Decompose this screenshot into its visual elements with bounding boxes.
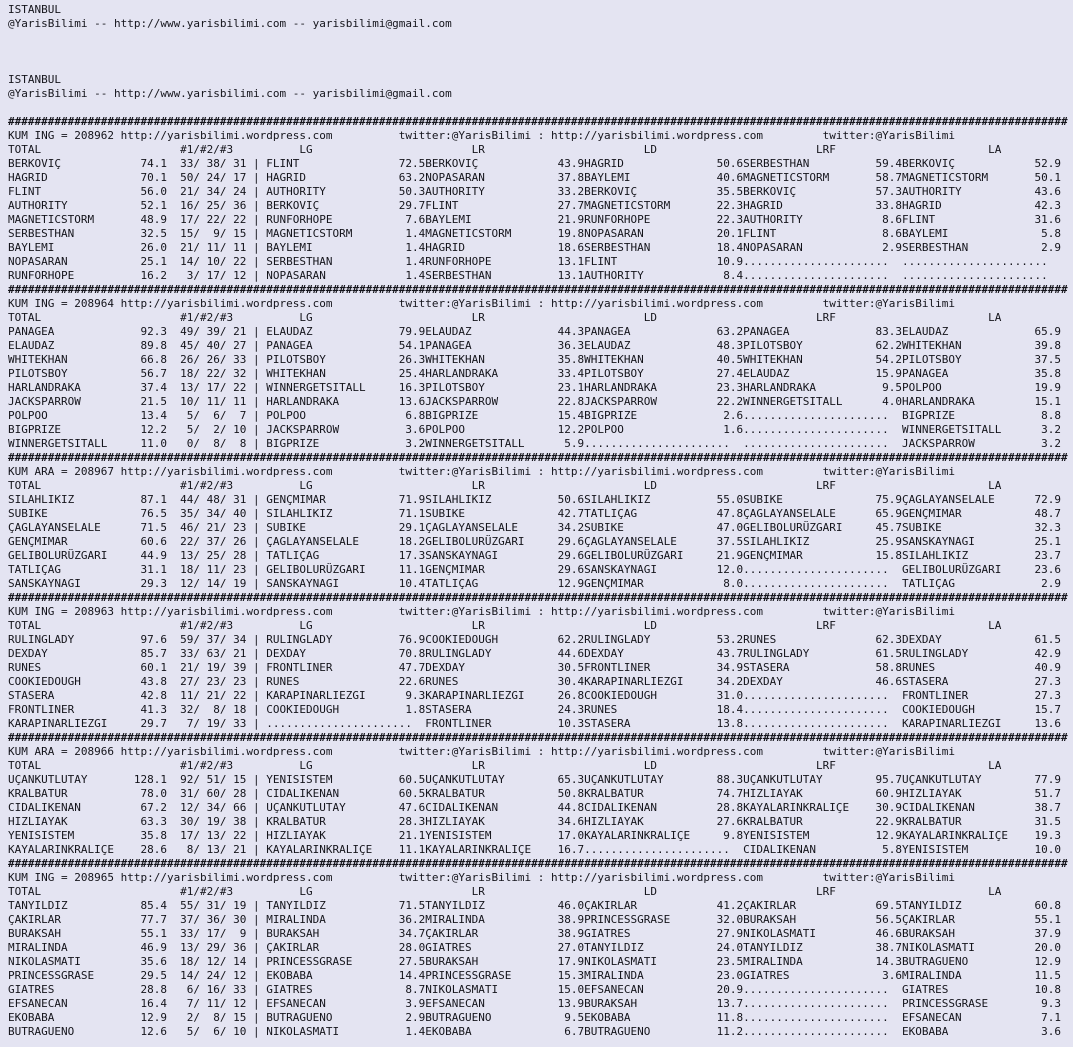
table-row: ELAUDAZ 89.8 45/ 40/ 27 | PANAGEA 54.1PA…	[8, 339, 1061, 352]
table-row: SERBESTHAN 32.5 15/ 9/ 15 | MAGNETICSTOR…	[8, 227, 1061, 240]
table-row: DEXDAY 85.7 33/ 63/ 21 | DEXDAY 70.8RULI…	[8, 647, 1061, 660]
table-row: BIGPRIZE 12.2 5/ 2/ 10 | JACKSPARROW 3.6…	[8, 423, 1061, 436]
section-header-line: KUM ING = 208963 http://yarisbilimi.word…	[8, 605, 956, 618]
separator-line: ########################################…	[8, 731, 1068, 744]
separator-line: ########################################…	[8, 451, 1068, 464]
table-row: KARAPINARLIEZGI 29.7 7/ 19/ 33 | .......…	[8, 717, 1061, 730]
table-row: ÇAKIRLAR 77.7 37/ 36/ 30 | MIRALINDA 36.…	[8, 913, 1061, 926]
table-row: NOPASARAN 25.1 14/ 10/ 22 | SERBESTHAN 1…	[8, 255, 1061, 268]
contact-line: @YarisBilimi -- http://www.yarisbilimi.c…	[8, 87, 452, 100]
column-header-line: TOTAL #1/#2/#3 LG LR LD LRF LA	[8, 479, 1068, 492]
section-header-line: KUM ARA = 208967 http://yarisbilimi.word…	[8, 465, 956, 478]
blank-line	[8, 45, 1073, 59]
separator-line: ########################################…	[8, 857, 1068, 870]
column-header-line: TOTAL #1/#2/#3 LG LR LD LRF LA	[8, 759, 1068, 772]
table-row: TATLIÇAG 31.1 18/ 11/ 23 | GELIBOLURÜZGA…	[8, 563, 1061, 576]
table-row: BURAKSAH 55.1 33/ 17/ 9 | BURAKSAH 34.7Ç…	[8, 927, 1061, 940]
table-row: PRINCESSGRASE 29.5 14/ 24/ 12 | EKOBABA …	[8, 969, 1061, 982]
table-row: PILOTSBOY 56.7 18/ 22/ 32 | WHITEKHAN 25…	[8, 367, 1061, 380]
table-row: BUTRAGUENO 12.6 5/ 6/ 10 | NIKOLASMATI 1…	[8, 1025, 1061, 1038]
separator-line: ########################################…	[8, 115, 1068, 128]
table-row: KRALBATUR 78.0 31/ 60/ 28 | CIDALIKENAN …	[8, 787, 1061, 800]
blank-line	[8, 59, 1073, 73]
table-row: FRONTLINER 41.3 32/ 8/ 18 | COOKIEDOUGH …	[8, 703, 1061, 716]
table-row: RUNES 60.1 21/ 19/ 39 | FRONTLINER 47.7D…	[8, 661, 1061, 674]
table-row: COOKIEDOUGH 43.8 27/ 23/ 23 | RUNES 22.6…	[8, 675, 1061, 688]
column-header-line: TOTAL #1/#2/#3 LG LR LD LRF LA	[8, 885, 1068, 898]
table-row: EFSANECAN 16.4 7/ 11/ 12 | EFSANECAN 3.9…	[8, 997, 1061, 1010]
blank-line	[8, 31, 1073, 45]
table-row: SUBIKE 76.5 35/ 34/ 40 | SILAHLIKIZ 71.1…	[8, 507, 1061, 520]
table-row: GENÇMIMAR 60.6 22/ 37/ 26 | ÇAGLAYANSELA…	[8, 535, 1061, 548]
table-row: MIRALINDA 46.9 13/ 29/ 36 | ÇAKIRLAR 28.…	[8, 941, 1061, 954]
table-row: WHITEKHAN 66.8 26/ 26/ 33 | PILOTSBOY 26…	[8, 353, 1061, 366]
column-header-line: TOTAL #1/#2/#3 LG LR LD LRF LA	[8, 619, 1068, 632]
report-sections: ########################################…	[8, 115, 1073, 1039]
table-row: GIATRES 28.8 6/ 16/ 33 | GIATRES 8.7NIKO…	[8, 983, 1061, 996]
table-row: TANYILDIZ 85.4 55/ 31/ 19 | TANYILDIZ 71…	[8, 899, 1061, 912]
table-row: BAYLEMI 26.0 21/ 11/ 11 | BAYLEMI 1.4HAG…	[8, 241, 1061, 254]
section-header-line: KUM ING = 208965 http://yarisbilimi.word…	[8, 871, 956, 884]
column-header-line: TOTAL #1/#2/#3 LG LR LD LRF LA	[8, 143, 1068, 156]
table-row: ÇAGLAYANSELALE 71.5 46/ 21/ 23 | SUBIKE …	[8, 521, 1061, 534]
separator-line: ########################################…	[8, 591, 1068, 604]
blank-line	[8, 101, 1073, 115]
section-header-line: KUM ING = 208964 http://yarisbilimi.word…	[8, 297, 956, 310]
table-row: PANAGEA 92.3 49/ 39/ 21 | ELAUDAZ 79.9EL…	[8, 325, 1061, 338]
table-row: YENISISTEM 35.8 17/ 13/ 22 | HIZLIAYAK 2…	[8, 829, 1061, 842]
column-header-line: TOTAL #1/#2/#3 LG LR LD LRF LA	[8, 311, 1068, 324]
table-row: NIKOLASMATI 35.6 18/ 12/ 14 | PRINCESSGR…	[8, 955, 1061, 968]
table-row: GELIBOLURÜZGARI 44.9 13/ 25/ 28 | TATLIÇ…	[8, 549, 1061, 562]
table-row: UÇANKUTLUTAY 128.1 92/ 51/ 15 | YENISIST…	[8, 773, 1061, 786]
table-row: SANSKAYNAGI 29.3 12/ 14/ 19 | SANSKAYNAG…	[8, 577, 1061, 590]
section-header-line: KUM ING = 208962 http://yarisbilimi.word…	[8, 129, 956, 142]
table-row: KAYALARINKRALIÇE 28.6 8/ 13/ 21 | KAYALA…	[8, 843, 1061, 856]
table-row: AUTHORITY 52.1 16/ 25/ 36 | BERKOVIÇ 29.…	[8, 199, 1061, 212]
location-line: ISTANBUL	[8, 73, 61, 86]
table-row: RUNFORHOPE 16.2 3/ 17/ 12 | NOPASARAN 1.…	[8, 269, 1061, 282]
table-row: BERKOVIÇ 74.1 33/ 38/ 31 | FLINT 72.5BER…	[8, 157, 1061, 170]
table-row: RULINGLADY 97.6 59/ 37/ 34 | RULINGLADY …	[8, 633, 1061, 646]
table-row: MAGNETICSTORM 48.9 17/ 22/ 22 | RUNFORHO…	[8, 213, 1061, 226]
table-row: JACKSPARROW 21.5 10/ 11/ 11 | HARLANDRAK…	[8, 395, 1061, 408]
table-row: WINNERGETSITALL 11.0 0/ 8/ 8 | BIGPRIZE …	[8, 437, 1061, 450]
contact-line: @YarisBilimi -- http://www.yarisbilimi.c…	[8, 17, 452, 30]
separator-line: ########################################…	[8, 283, 1068, 296]
table-row: HAGRID 70.1 50/ 24/ 17 | HAGRID 63.2NOPA…	[8, 171, 1061, 184]
table-row: EKOBABA 12.9 2/ 8/ 15 | BUTRAGUENO 2.9BU…	[8, 1011, 1061, 1024]
location-line: ISTANBUL	[8, 3, 61, 16]
section-header-line: KUM ARA = 208966 http://yarisbilimi.word…	[8, 745, 956, 758]
table-row: STASERA 42.8 11/ 21/ 22 | KARAPINARLIEZG…	[8, 689, 1061, 702]
table-row: HARLANDRAKA 37.4 13/ 17/ 22 | WINNERGETS…	[8, 381, 1061, 394]
table-row: HIZLIAYAK 63.3 30/ 19/ 38 | KRALBATUR 28…	[8, 815, 1061, 828]
table-row: FLINT 56.0 21/ 34/ 24 | AUTHORITY 50.3AU…	[8, 185, 1061, 198]
table-row: CIDALIKENAN 67.2 12/ 34/ 66 | UÇANKUTLUT…	[8, 801, 1061, 814]
table-row: POLPOO 13.4 5/ 6/ 7 | POLPOO 6.8BIGPRIZE…	[8, 409, 1061, 422]
table-row: SILAHLIKIZ 87.1 44/ 48/ 31 | GENÇMIMAR 7…	[8, 493, 1061, 506]
